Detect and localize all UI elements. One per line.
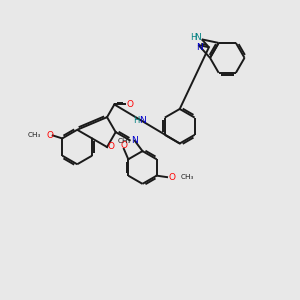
Text: O: O (127, 100, 134, 109)
Text: CH₃: CH₃ (117, 138, 130, 144)
Text: O: O (46, 131, 54, 140)
Text: CH₃: CH₃ (181, 174, 194, 180)
Text: N: N (195, 33, 201, 42)
Text: H: H (134, 116, 140, 124)
Text: O: O (168, 172, 175, 182)
Text: N: N (139, 116, 146, 124)
Text: O: O (108, 142, 115, 151)
Text: N: N (131, 136, 138, 145)
Text: CH₃: CH₃ (28, 132, 41, 138)
Text: H: H (190, 33, 196, 42)
Text: O: O (120, 141, 127, 150)
Text: N: N (196, 43, 203, 52)
